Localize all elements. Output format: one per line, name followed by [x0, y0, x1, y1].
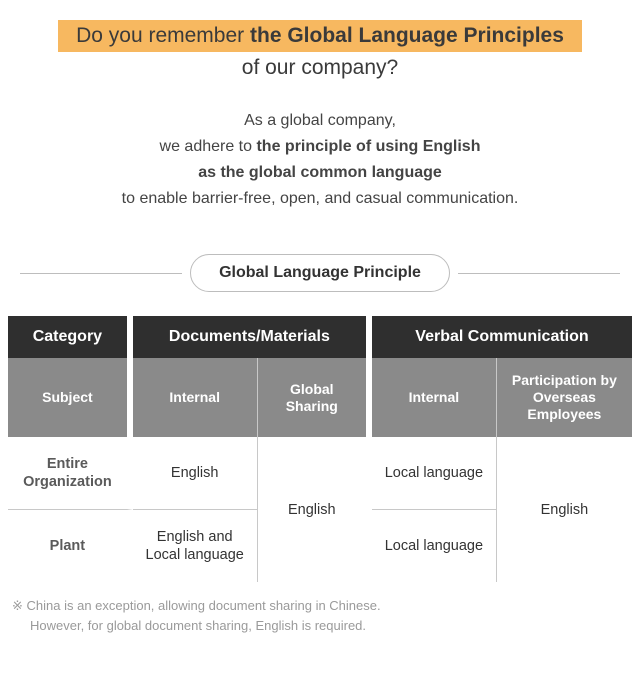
table-header-top: Category Documents/Materials Verbal Comm… — [8, 316, 632, 358]
table-row: Entire Organization English English Loca… — [8, 437, 632, 510]
row-label-entire-org: Entire Organization — [8, 437, 133, 510]
body-l3: as the global common language — [0, 160, 640, 186]
body-l2: we adhere to the principle of using Engl… — [0, 134, 640, 160]
footnote: ※ China is an exception, allowing docume… — [12, 596, 628, 636]
footnote-l2: However, for global document sharing, En… — [12, 616, 628, 636]
th-documents: Documents/Materials — [133, 316, 372, 358]
row-label-plant: Plant — [8, 510, 133, 582]
th-global-sharing: Global Sharing — [258, 358, 372, 437]
th-internal-verbal: Internal — [372, 358, 497, 437]
body-l4: to enable barrier-free, open, and casual… — [0, 186, 640, 212]
footnote-l1: ※ China is an exception, allowing docume… — [12, 596, 628, 616]
cell-participation: English — [497, 437, 632, 582]
body-l1: As a global company, — [0, 108, 640, 134]
rule-left — [20, 273, 182, 274]
language-principle-table: Category Documents/Materials Verbal Comm… — [8, 316, 632, 582]
section-label-row: Global Language Principle — [20, 254, 620, 292]
section-pill: Global Language Principle — [190, 254, 450, 292]
title-pre: Do you remember — [76, 24, 250, 47]
cell-doc-internal-0: English — [133, 437, 258, 510]
th-category: Category — [8, 316, 133, 358]
body-l2-bold: the principle of using English — [256, 138, 480, 155]
cell-verb-internal-0: Local language — [372, 437, 497, 510]
title-line1: Do you remember the Global Language Prin… — [76, 24, 564, 47]
title-block: Do you remember the Global Language Prin… — [0, 0, 640, 212]
th-internal-docs: Internal — [133, 358, 258, 437]
cell-doc-internal-1: English and Local language — [133, 510, 258, 582]
th-participation: Participation by Overseas Employees — [497, 358, 632, 437]
body-l2-pre: we adhere to — [160, 138, 257, 155]
title-line2: of our company? — [0, 56, 640, 80]
cell-verb-internal-1: Local language — [372, 510, 497, 582]
cell-global-sharing: English — [258, 437, 372, 582]
th-verbal: Verbal Communication — [372, 316, 632, 358]
body-copy: As a global company, we adhere to the pr… — [0, 108, 640, 212]
rule-right — [458, 273, 620, 274]
title-highlight: Do you remember the Global Language Prin… — [58, 20, 582, 52]
title-bold: the Global Language Principles — [250, 24, 564, 47]
th-subject: Subject — [8, 358, 133, 437]
table-header-sub: Subject Internal Global Sharing Internal… — [8, 358, 632, 437]
